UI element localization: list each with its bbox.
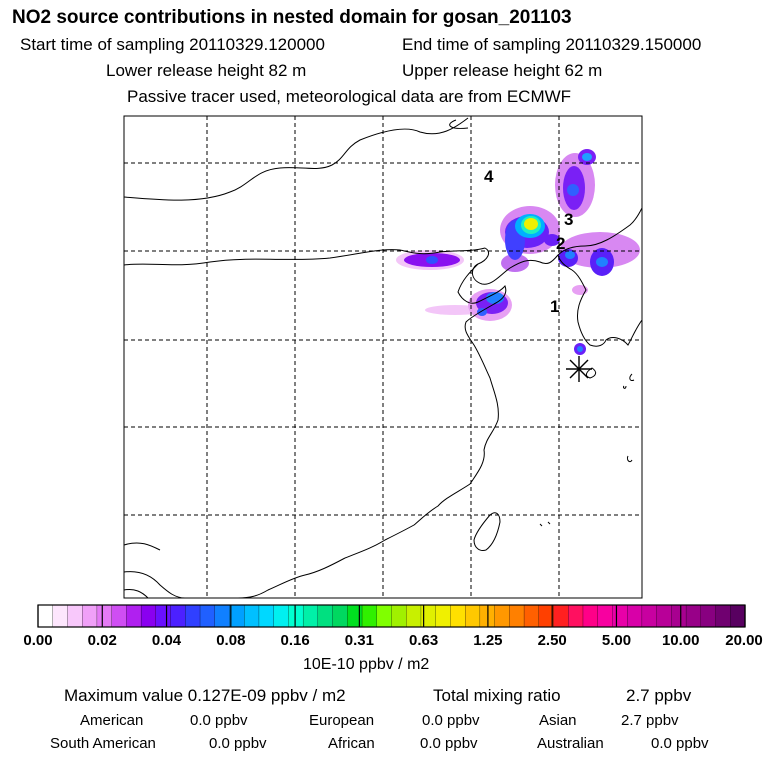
colorbar-cell <box>612 604 628 628</box>
region-name-european: European <box>309 712 375 729</box>
colorbar-cell <box>730 604 746 628</box>
colorbar-cell <box>450 604 466 628</box>
colorbar-cell <box>435 604 451 628</box>
colorbar-tick-label: 0.02 <box>87 632 117 649</box>
total-mixing-label: Total mixing ratio <box>433 686 561 705</box>
region-value-american: 0.0 ppbv <box>190 712 248 729</box>
colorbar-cell <box>185 604 201 628</box>
region-name-australian: Australian <box>537 735 604 752</box>
colorbar-tick-label: 0.08 <box>216 632 246 649</box>
colorbar-cell <box>37 604 54 628</box>
colorbar-cell <box>96 604 113 628</box>
colorbar-cell <box>391 604 407 628</box>
colorbar-cells <box>37 604 746 628</box>
colorbar-cell <box>52 604 69 628</box>
colorbar-cell <box>82 604 98 628</box>
source-label-1: 1 <box>550 297 559 316</box>
end-time: End time of sampling 20110329.150000 <box>402 35 702 54</box>
colorbar-cell <box>170 604 186 628</box>
region-value-south-american: 0.0 ppbv <box>209 735 267 752</box>
colorbar-cell <box>509 604 525 628</box>
colorbar-major-ticks <box>37 605 746 627</box>
region-name-south-american: South American <box>50 735 156 752</box>
maximum-value: Maximum value 0.127E-09 ppbv / m2 <box>64 686 346 705</box>
region-value-asian: 2.7 ppbv <box>621 712 679 729</box>
colorbar-tick-label: 0.04 <box>151 632 182 649</box>
colorbar-cell <box>700 604 717 628</box>
region-value-australian: 0.0 ppbv <box>651 735 709 752</box>
colorbar-cell <box>376 604 393 628</box>
colorbar-cell <box>155 604 172 628</box>
colorbar-tick-label: 20.00 <box>725 632 763 649</box>
colorbar-cell <box>199 604 216 628</box>
lower-release-height: Lower release height 82 m <box>106 61 307 80</box>
asterisk-icon <box>566 356 592 382</box>
colorbar-cell <box>111 604 127 628</box>
colorbar-cell <box>627 604 643 628</box>
coastlines <box>124 117 642 598</box>
source-label-3: 3 <box>564 210 573 229</box>
source-label-4: 4 <box>484 167 494 186</box>
colorbar-tick-label: 1.25 <box>473 632 503 649</box>
colorbar-cell <box>715 604 731 628</box>
plot-title: NO2 source contributions in nested domai… <box>12 7 572 28</box>
colorbar-cell <box>406 604 422 628</box>
colorbar-cell <box>244 604 260 628</box>
colorbar-cell <box>214 604 231 628</box>
data-source-note: Passive tracer used, meteorological data… <box>127 87 572 106</box>
region-name-american: American <box>80 712 144 729</box>
region-value-european: 0.0 ppbv <box>422 712 480 729</box>
colorbar-cell <box>317 604 334 628</box>
colorbar-cell <box>671 604 687 628</box>
colorbar-cell <box>523 604 540 628</box>
lat-lon-grid <box>124 116 642 598</box>
colorbar-cell <box>553 604 569 628</box>
colorbar-tick-label: 5.00 <box>601 632 632 649</box>
start-time: Start time of sampling 20110329.120000 <box>20 35 325 54</box>
colorbar-cell <box>582 604 599 628</box>
colorbar-cell <box>656 604 672 628</box>
source-label-2: 2 <box>556 234 565 253</box>
colorbar-cell <box>464 604 481 628</box>
colorbar-cell <box>361 604 378 628</box>
upper-release-height: Upper release height 62 m <box>402 61 603 80</box>
colorbar-tick-label: 10.00 <box>661 632 700 649</box>
colorbar-tick-label: 0.63 <box>409 632 439 649</box>
colorbar-cell <box>67 604 83 628</box>
colorbar-tick-label: 0.31 <box>344 632 374 649</box>
colorbar-cell <box>568 604 584 628</box>
region-name-african: African <box>328 735 375 752</box>
colorbar-cell <box>126 604 142 628</box>
colorbar-cell <box>347 604 363 628</box>
total-mixing-value: 2.7 ppbv <box>626 686 692 705</box>
region-name-asian: Asian <box>539 712 577 729</box>
colorbar-cell <box>685 604 702 628</box>
colorbar-cell <box>140 604 157 628</box>
region-value-african: 0.0 ppbv <box>420 735 478 752</box>
colorbar-cell <box>302 604 319 628</box>
colorbar-cell <box>258 604 275 628</box>
colorbar-units: 10E-10 ppbv / m2 <box>303 656 430 673</box>
colorbar-tick-label: 2.50 <box>537 632 567 649</box>
colorbar-cell <box>641 604 658 628</box>
colorbar-cell <box>332 604 348 628</box>
colorbar-cell <box>229 604 245 628</box>
map-frame <box>123 115 643 599</box>
colorbar-tick-label: 0.16 <box>280 632 310 649</box>
colorbar-cell <box>273 604 289 628</box>
colorbar-cell <box>494 604 510 628</box>
colorbar-cell <box>597 604 613 628</box>
colorbar-tick-label: 0.00 <box>23 632 53 649</box>
colorbar-cell <box>288 604 304 628</box>
